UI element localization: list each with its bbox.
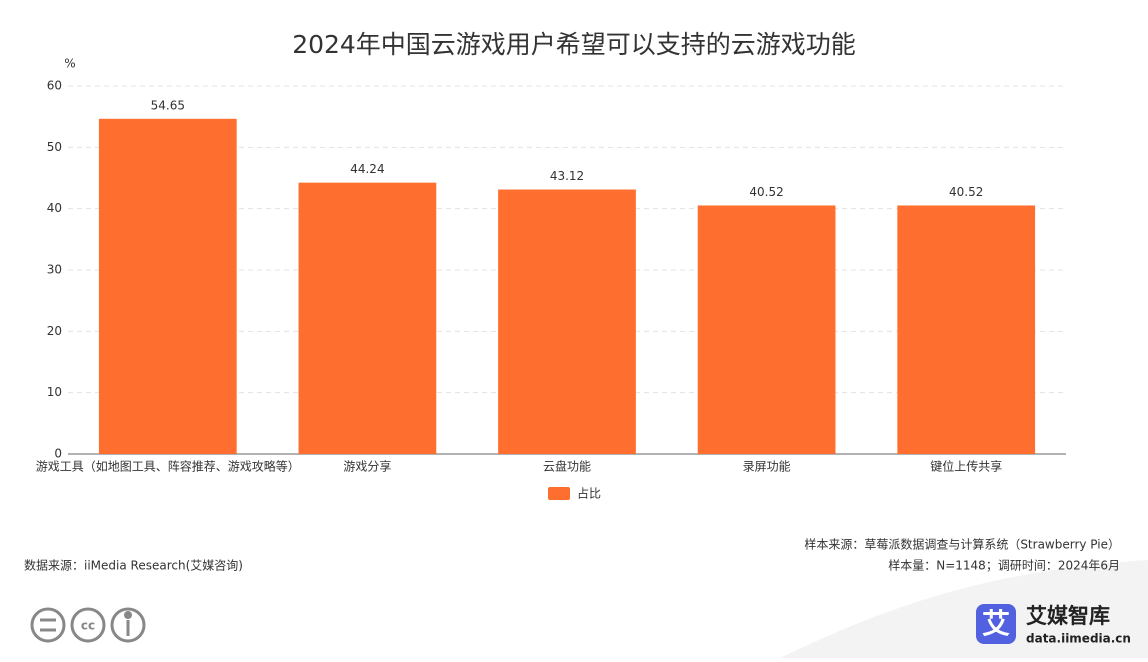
y-tick-label: 0	[54, 447, 62, 461]
legend-label: 占比	[577, 486, 601, 501]
value-label: 40.52	[749, 185, 783, 199]
logo-url: data.iimedia.cn	[1026, 632, 1131, 646]
bar	[98, 118, 237, 455]
logo-mark: 艾	[982, 607, 1010, 640]
x-tick-label: 录屏功能	[743, 460, 791, 474]
y-tick-label: 30	[47, 263, 62, 277]
x-tick-label: 游戏分享	[343, 459, 391, 474]
bar	[498, 189, 636, 454]
sample-source: 样本来源：草莓派数据调查与计算系统（Strawberry Pie）	[804, 537, 1120, 552]
legend-swatch	[548, 487, 570, 500]
y-tick-label: 50	[47, 140, 62, 154]
logo-name: 艾媒智库	[1026, 604, 1110, 628]
x-tick-label: 键位上传共享	[930, 459, 1002, 474]
x-tick-label: 游戏工具（如地图工具、阵容推荐、游戏攻略等）	[36, 459, 300, 474]
bar	[897, 205, 1036, 454]
value-label: 44.24	[350, 162, 384, 176]
license-icons	[30, 607, 146, 643]
y-tick-label: 60	[47, 79, 62, 93]
sample-info: 样本量：N=1148；调研时间：2024年6月	[888, 558, 1120, 573]
y-tick-label: 10	[47, 385, 62, 399]
value-label: 54.65	[151, 98, 185, 112]
cc-text: cc	[81, 619, 95, 633]
source: 数据来源：iiMedia Research(艾媒咨询)	[24, 558, 243, 573]
logo-box	[976, 604, 1016, 644]
x-tick-label: 云盘功能	[543, 459, 591, 474]
value-label: 40.52	[949, 185, 983, 199]
footer-band	[780, 560, 1148, 658]
y-tick-label: 40	[47, 201, 62, 215]
bar	[298, 182, 437, 455]
bar	[697, 205, 836, 454]
y-axis-label: %	[64, 57, 75, 71]
y-tick-label: 20	[47, 324, 62, 338]
value-label: 43.12	[550, 169, 584, 183]
chart-title: 2024年中国云游戏用户希望可以支持的云游戏功能	[292, 30, 856, 59]
